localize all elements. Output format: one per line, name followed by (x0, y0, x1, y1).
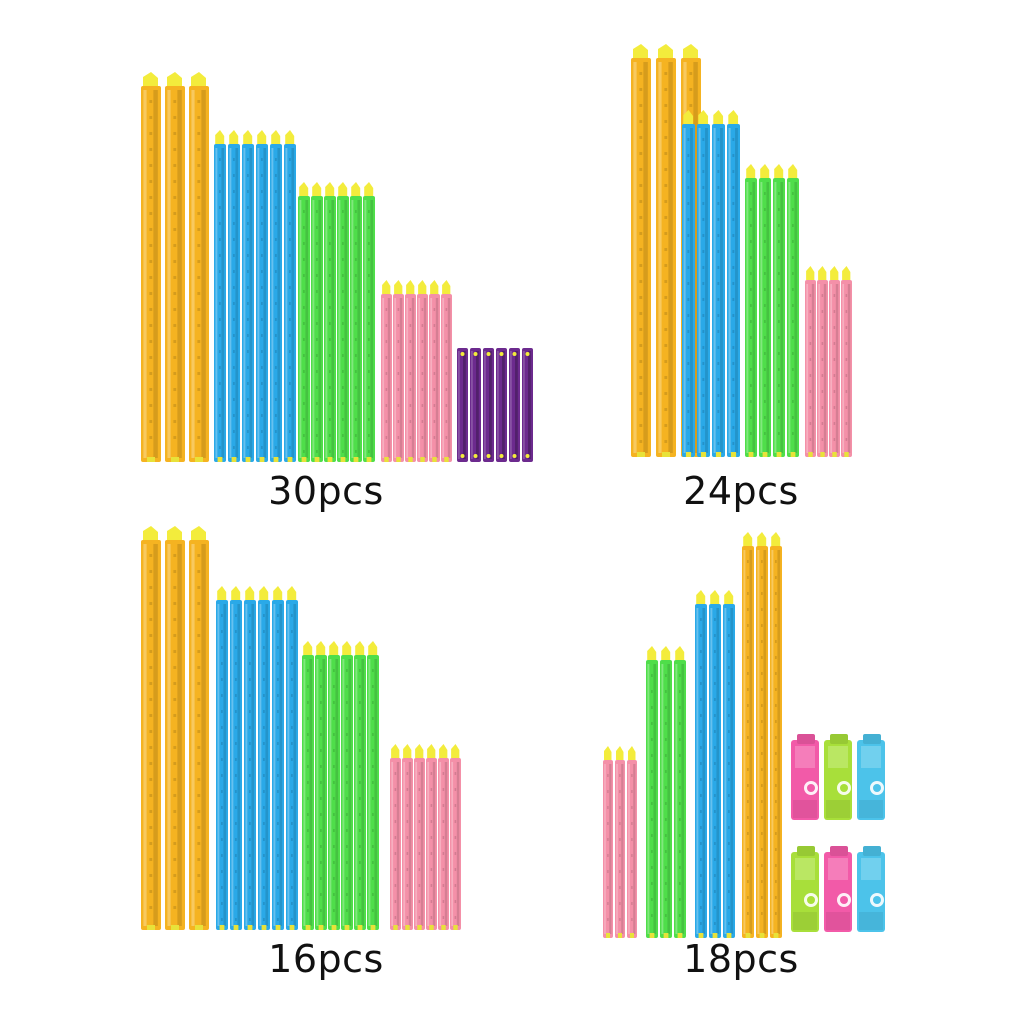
green-stick (328, 641, 340, 930)
blue-stick (272, 586, 284, 930)
green-stick (341, 641, 353, 930)
panel-caption-16pcs: 16pcs (268, 937, 384, 981)
green-stick (302, 641, 314, 930)
pink-stick (429, 280, 440, 462)
yellow-stick (141, 72, 161, 462)
pink-stick (402, 744, 413, 930)
blue-stick (242, 130, 254, 462)
green-stick (315, 641, 327, 930)
pink-stick (615, 746, 625, 938)
green-stick (363, 182, 375, 462)
green-stick (759, 164, 771, 457)
yellow-stick (165, 526, 185, 930)
pink-stick (417, 280, 428, 462)
blue-stick (727, 110, 740, 457)
pink-stick (450, 744, 461, 930)
green-stick (745, 164, 757, 457)
yellow-stick (756, 532, 768, 938)
pink-stick (829, 266, 840, 457)
pink-stick (817, 266, 828, 457)
blue-stick (709, 590, 721, 938)
green-stick (354, 641, 366, 930)
yellow-stick (742, 532, 754, 938)
purple-clip (483, 348, 494, 462)
green-stick (350, 182, 362, 462)
blue-stick (284, 130, 296, 462)
yellow-stick (189, 72, 209, 462)
blue-stick (286, 586, 298, 930)
blue-stick (244, 586, 256, 930)
square-clip (857, 734, 885, 820)
green-stick (324, 182, 336, 462)
green-stick (773, 164, 785, 457)
green-stick (367, 641, 379, 930)
blue-stick (256, 130, 268, 462)
pink-stick (393, 280, 404, 462)
pink-stick (627, 746, 637, 938)
yellow-stick (770, 532, 782, 938)
green-stick (298, 182, 310, 462)
square-clip (824, 846, 852, 932)
pink-stick (381, 280, 392, 462)
blue-stick (695, 590, 707, 938)
blue-stick (682, 110, 695, 457)
purple-clip (509, 348, 520, 462)
green-stick (337, 182, 349, 462)
square-clip (791, 846, 819, 932)
pink-stick (390, 744, 401, 930)
square-clip (824, 734, 852, 820)
panel-caption-30pcs: 30pcs (268, 469, 384, 513)
yellow-stick (189, 526, 209, 930)
yellow-stick (656, 44, 676, 457)
pink-stick (426, 744, 437, 930)
blue-stick (697, 110, 710, 457)
green-stick (787, 164, 799, 457)
square-clip (791, 734, 819, 820)
panel-caption-24pcs: 24pcs (683, 469, 799, 513)
blue-stick (216, 586, 228, 930)
pink-stick (414, 744, 425, 930)
pink-stick (441, 280, 452, 462)
green-stick (660, 646, 672, 938)
blue-stick (258, 586, 270, 930)
green-stick (311, 182, 323, 462)
yellow-stick (631, 44, 651, 457)
blue-stick (230, 586, 242, 930)
blue-stick (723, 590, 735, 938)
blue-stick (270, 130, 282, 462)
purple-clip (457, 348, 468, 462)
yellow-stick (141, 526, 161, 930)
pink-stick (405, 280, 416, 462)
pink-stick (841, 266, 852, 457)
blue-stick (228, 130, 240, 462)
blue-stick (214, 130, 226, 462)
purple-clip (496, 348, 507, 462)
pink-stick (438, 744, 449, 930)
blue-stick (712, 110, 725, 457)
purple-clip (522, 348, 533, 462)
yellow-stick (165, 72, 185, 462)
square-clip (857, 846, 885, 932)
pink-stick (805, 266, 816, 457)
pink-stick (603, 746, 613, 938)
green-stick (674, 646, 686, 938)
purple-clip (470, 348, 481, 462)
green-stick (646, 646, 658, 938)
panel-caption-18pcs: 18pcs (683, 937, 799, 981)
